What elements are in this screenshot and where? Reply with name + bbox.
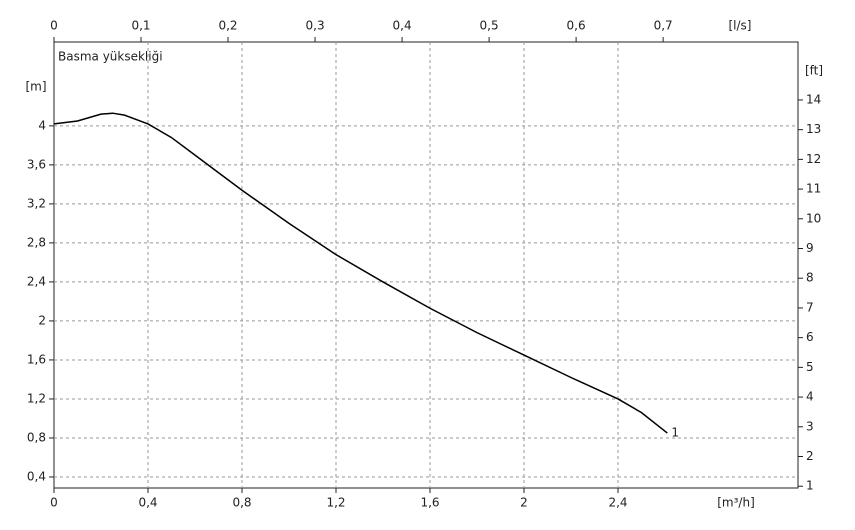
y-tick-label: 0,4: [27, 469, 46, 483]
x-axis-label: [m³/h]: [717, 496, 755, 510]
chart-title: Basma yüksekliği: [58, 50, 163, 64]
y2-tick-label: 8: [806, 271, 814, 285]
x-tick-label: 0: [50, 496, 58, 510]
y2-tick-label: 10: [806, 211, 821, 225]
y2-tick-label: 12: [806, 152, 821, 166]
y2-tick-label: 9: [806, 241, 814, 255]
curve-label: 1: [671, 426, 679, 440]
y-tick-label: 2,8: [27, 235, 46, 249]
x-tick-label: 0,8: [232, 496, 251, 510]
x2-tick-label: 0: [50, 19, 58, 33]
y2-tick-label: 5: [806, 360, 814, 374]
y2-tick-label: 6: [806, 330, 814, 344]
x2-tick-label: 0,3: [306, 19, 325, 33]
curve: [53, 112, 668, 434]
y2-tick-label: 13: [806, 122, 821, 136]
y-tick-label: 3,2: [27, 196, 46, 210]
x2-tick-label: 0,2: [218, 19, 237, 33]
x2-axis-label: [l/s]: [729, 19, 752, 33]
y2-tick-label: 14: [806, 92, 821, 106]
y-tick-label: 1,2: [27, 391, 46, 405]
x2-tick-label: 0,6: [567, 19, 586, 33]
y-tick-label: 2: [38, 313, 46, 327]
y-tick-label: 3,6: [27, 157, 46, 171]
x-tick-label: 2: [520, 496, 528, 510]
y2-tick-label: 11: [806, 182, 821, 196]
y2-tick-label: 4: [806, 390, 814, 404]
x-tick-label: 2,4: [608, 496, 627, 510]
y2-axis-label: [ft]: [805, 64, 823, 78]
x2-tick-label: 0,1: [131, 19, 150, 33]
y-axis-label: [m]: [25, 80, 46, 94]
x-tick-label: 0,4: [138, 496, 157, 510]
y2-tick-label: 2: [806, 449, 814, 463]
plot-frame: [53, 41, 799, 489]
y2-tick-label: 7: [806, 300, 814, 314]
y2-tick-label: 3: [806, 419, 814, 433]
x2-tick-label: 0,7: [654, 19, 673, 33]
y-tick-label: 1,6: [27, 352, 46, 366]
x2-tick-label: 0,4: [393, 19, 412, 33]
y-tick-label: 2,4: [27, 274, 46, 288]
x2-tick-label: 0,5: [480, 19, 499, 33]
y2-tick-label: 1: [806, 479, 814, 493]
y-tick-label: 4: [38, 118, 46, 132]
x-tick-label: 1,6: [420, 496, 439, 510]
y-tick-label: 0,8: [27, 430, 46, 444]
x-tick-label: 1,2: [326, 496, 345, 510]
